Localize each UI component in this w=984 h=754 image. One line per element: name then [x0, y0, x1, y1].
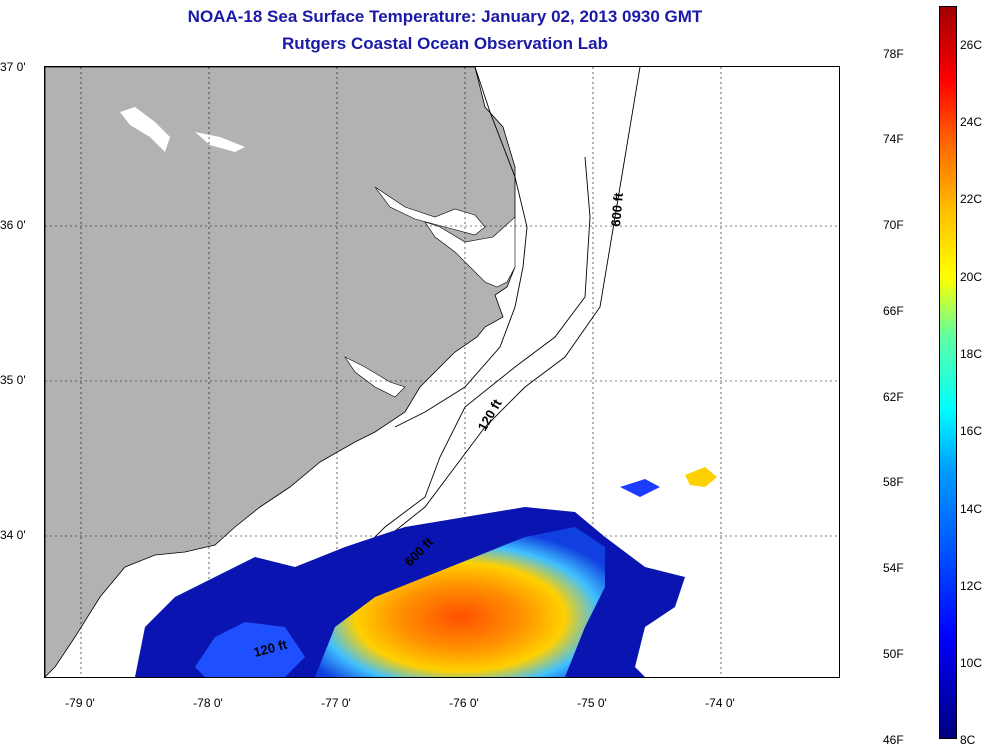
sst-warm-spot	[685, 467, 717, 487]
colorbar-c-24: 24C	[960, 115, 983, 129]
colorbar-f-70: 70F	[883, 218, 904, 232]
lon-label-77: -77 0'	[321, 696, 351, 710]
lat-label-35: 35 0'	[0, 373, 26, 387]
neuse-river	[344, 356, 406, 398]
lon-label-78: -78 0'	[193, 696, 223, 710]
temperature-colorbar	[939, 6, 957, 739]
lon-label-74: -74 0'	[705, 696, 735, 710]
map-frame[interactable]: 600 ft 120 ft 600 ft 120 ft	[44, 66, 840, 678]
colorbar-f-58: 58F	[883, 475, 904, 489]
contour-label-600ft-north: 600 ft	[608, 191, 626, 227]
colorbar-c-14: 14C	[960, 502, 983, 516]
outer-banks	[394, 67, 528, 428]
lat-label-37: 37 0'	[0, 60, 26, 74]
colorbar-f-54: 54F	[883, 561, 904, 575]
map-svg: 600 ft 120 ft 600 ft 120 ft	[45, 67, 839, 677]
sst-small-patch	[620, 479, 660, 497]
colorbar-f-46: 46F	[883, 733, 904, 747]
colorbar-c-10: 10C	[960, 656, 983, 670]
lon-label-76: -76 0'	[449, 696, 479, 710]
lon-label-79: -79 0'	[65, 696, 95, 710]
colorbar-c-26: 26C	[960, 38, 983, 52]
colorbar-c-12: 12C	[960, 579, 983, 593]
lon-label-75: -75 0'	[577, 696, 607, 710]
colorbar-c-20: 20C	[960, 270, 983, 284]
colorbar-f-74: 74F	[883, 132, 904, 146]
map-title: NOAA-18 Sea Surface Temperature: January…	[187, 7, 703, 26]
sst-warm-patch	[315, 527, 605, 677]
colorbar-c-16: 16C	[960, 424, 983, 438]
contour-label-120ft-mid: 120 ft	[475, 396, 505, 433]
colorbar-c-22: 22C	[960, 192, 983, 206]
colorbar-c-18: 18C	[960, 347, 983, 361]
map-subtitle: Rutgers Coastal Ocean Observation Lab	[282, 34, 608, 53]
colorbar-f-62: 62F	[883, 390, 904, 404]
grid-lines	[45, 67, 839, 677]
inland-lake	[120, 107, 170, 152]
lat-label-36: 36 0'	[0, 218, 26, 232]
sst-blue-fringe	[195, 622, 305, 677]
colorbar-f-66: 66F	[883, 304, 904, 318]
colorbar-f-78: 78F	[883, 47, 904, 61]
colorbar-c-8: 8C	[960, 733, 976, 747]
albemarle-sound	[374, 186, 486, 236]
inland-lake-2	[195, 132, 245, 152]
colorbar-f-50: 50F	[883, 647, 904, 661]
lat-label-34: 34 0'	[0, 528, 26, 542]
